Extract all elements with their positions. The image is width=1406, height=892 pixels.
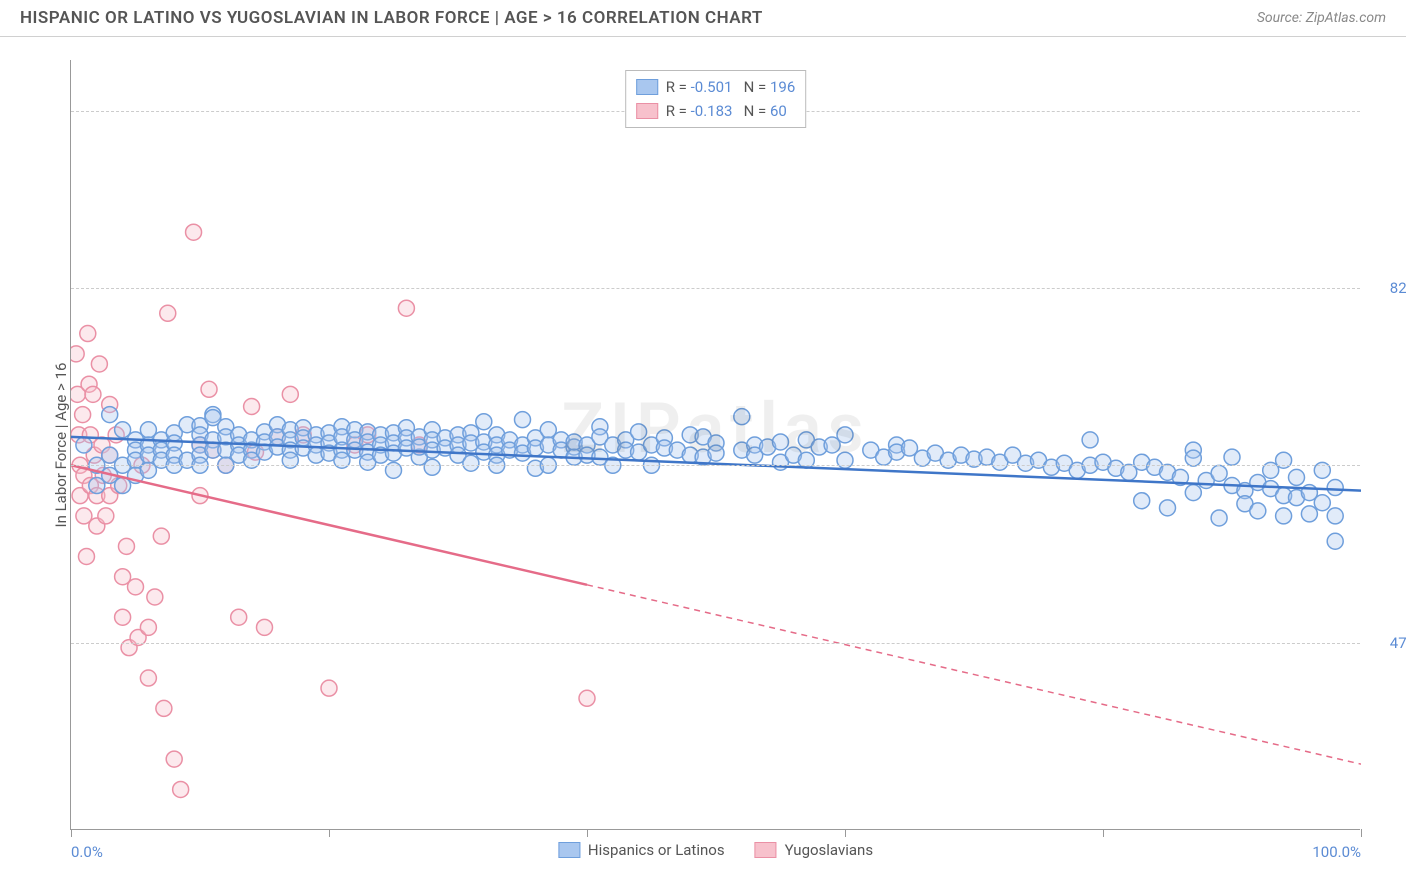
- scatter-point: [1289, 469, 1305, 485]
- y-axis-label: In Labor Force | Age > 16: [52, 362, 70, 527]
- scatter-point: [140, 619, 156, 635]
- scatter-point: [1160, 500, 1176, 516]
- scatter-point: [166, 751, 182, 767]
- scatter-point: [186, 224, 202, 240]
- scatter-point: [1185, 485, 1201, 501]
- x-tick: [1361, 829, 1362, 837]
- x-tick-label: 100.0%: [1312, 843, 1361, 861]
- x-tick: [1103, 829, 1104, 837]
- scatter-point: [463, 455, 479, 471]
- scatter-point: [579, 690, 595, 706]
- scatter-point: [1211, 465, 1227, 481]
- scatter-point: [78, 548, 94, 564]
- scatter-point: [118, 538, 134, 554]
- scatter-point: [773, 434, 789, 450]
- scatter-point: [1185, 450, 1201, 466]
- scatter-point: [1134, 493, 1150, 509]
- legend-label: Hispanics or Latinos: [588, 841, 725, 859]
- legend-series: Hispanics or Latinos Yugoslavians: [558, 841, 873, 859]
- scatter-point: [515, 412, 531, 428]
- scatter-point: [708, 445, 724, 461]
- legend-swatch: [558, 842, 580, 858]
- x-tick: [329, 829, 330, 837]
- chart-container: In Labor Force | Age > 16 ZIPatlas R = -…: [20, 48, 1386, 868]
- legend-swatch: [636, 79, 658, 95]
- scatter-point: [476, 414, 492, 430]
- legend-item: Yugoslavians: [755, 841, 874, 859]
- scatter-point: [1211, 510, 1227, 526]
- x-tick: [845, 829, 846, 837]
- scatter-point: [102, 407, 118, 423]
- chart-source: Source: ZipAtlas.com: [1257, 10, 1386, 26]
- legend-label: Yugoslavians: [785, 841, 874, 859]
- legend-stats: R = -0.501 N = 196: [666, 75, 796, 99]
- scatter-point: [1327, 508, 1343, 524]
- scatter-point: [173, 781, 189, 797]
- scatter-svg: [71, 60, 1361, 830]
- scatter-point: [128, 579, 144, 595]
- scatter-point: [231, 609, 247, 625]
- gridline: [71, 465, 1360, 466]
- legend-item: Hispanics or Latinos: [558, 841, 725, 859]
- legend-row: R = -0.183 N = 60: [636, 99, 796, 123]
- scatter-point: [75, 407, 91, 423]
- y-tick-label: 82.5%: [1370, 279, 1406, 297]
- y-tick-label: 47.5%: [1370, 634, 1406, 652]
- scatter-point: [734, 409, 750, 425]
- legend-correlation: R = -0.501 N = 196R = -0.183 N = 60: [625, 70, 807, 128]
- scatter-point: [1276, 508, 1292, 524]
- chart-header: HISPANIC OR LATINO VS YUGOSLAVIAN IN LAB…: [0, 0, 1406, 37]
- scatter-point: [153, 528, 169, 544]
- scatter-point: [398, 300, 414, 316]
- scatter-point: [140, 670, 156, 686]
- scatter-point: [85, 386, 101, 402]
- scatter-point: [1224, 449, 1240, 465]
- scatter-point: [71, 346, 84, 362]
- scatter-point: [424, 459, 440, 475]
- x-tick-label: 0.0%: [71, 843, 103, 861]
- scatter-point: [147, 589, 163, 605]
- scatter-point: [244, 399, 260, 415]
- scatter-point: [1250, 503, 1266, 519]
- scatter-point: [257, 619, 273, 635]
- trendline-extrapolated: [587, 585, 1361, 764]
- scatter-point: [115, 609, 131, 625]
- scatter-point: [160, 305, 176, 321]
- scatter-point: [282, 386, 298, 402]
- scatter-point: [80, 326, 96, 342]
- legend-stats: R = -0.183 N = 60: [666, 99, 787, 123]
- scatter-point: [98, 508, 114, 524]
- scatter-point: [1327, 533, 1343, 549]
- plot-area: In Labor Force | Age > 16 ZIPatlas R = -…: [70, 60, 1360, 830]
- gridline: [71, 288, 1360, 289]
- legend-swatch: [755, 842, 777, 858]
- scatter-point: [76, 437, 92, 453]
- scatter-point: [201, 381, 217, 397]
- x-tick: [71, 829, 72, 837]
- scatter-point: [156, 700, 172, 716]
- legend-swatch: [636, 103, 658, 119]
- scatter-point: [321, 680, 337, 696]
- gridline: [71, 643, 1360, 644]
- scatter-point: [1314, 495, 1330, 511]
- scatter-point: [1327, 480, 1343, 496]
- chart-title: HISPANIC OR LATINO VS YUGOSLAVIAN IN LAB…: [20, 8, 763, 28]
- x-tick: [587, 829, 588, 837]
- scatter-point: [1082, 432, 1098, 448]
- trendline: [71, 465, 587, 585]
- scatter-point: [631, 424, 647, 440]
- scatter-point: [837, 427, 853, 443]
- scatter-point: [1301, 506, 1317, 522]
- legend-row: R = -0.501 N = 196: [636, 75, 796, 99]
- scatter-point: [91, 356, 107, 372]
